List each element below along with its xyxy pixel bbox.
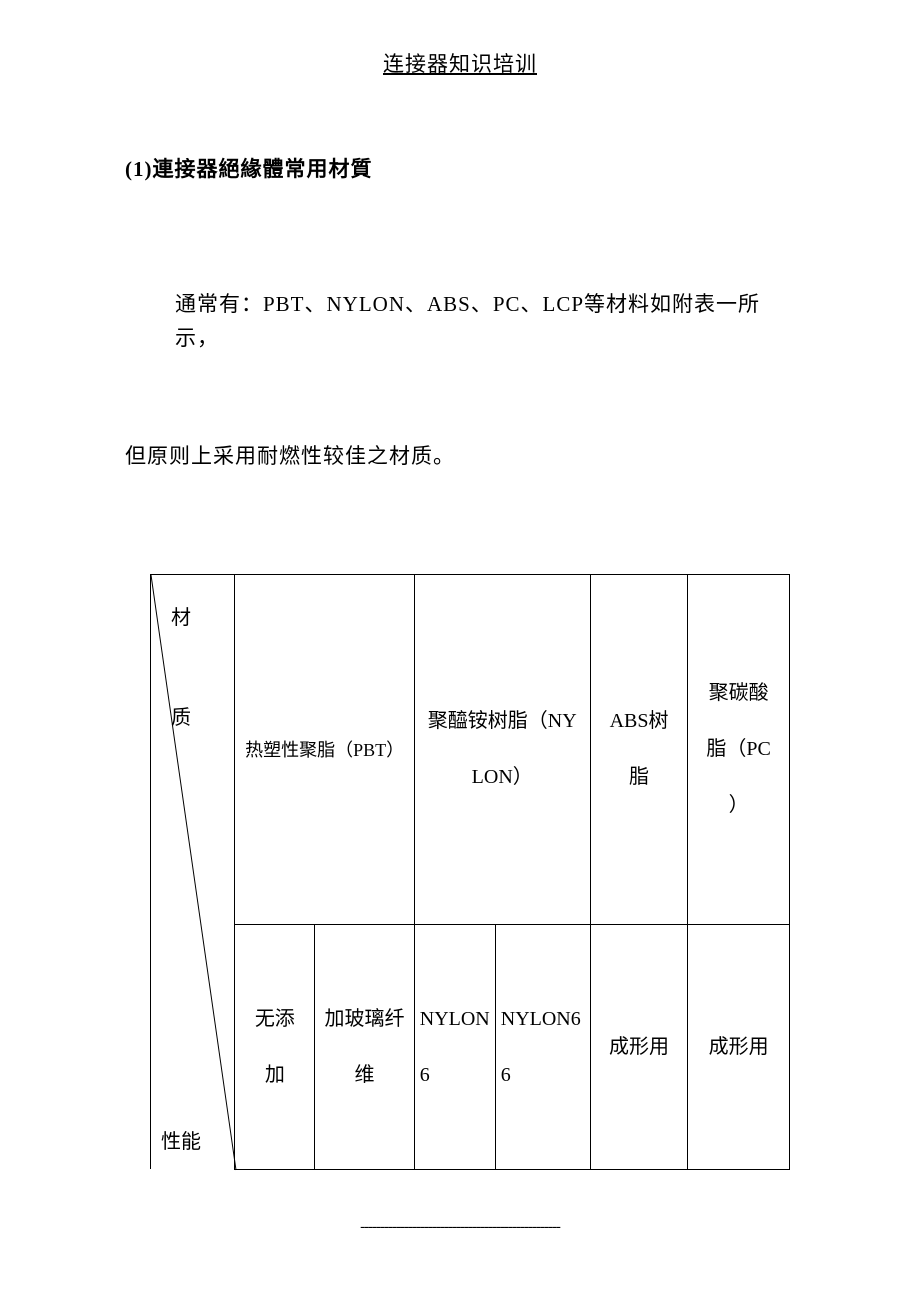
materials-table-wrap: 材质 性能 热塑性聚脂（PBT） 聚醯铵树脂（NYLON） ABS树脂 聚碳酸脂… [0,474,920,1170]
page-header: 连接器知识培训 [0,0,920,78]
diagonal-header-cell: 材质 性能 [151,574,235,1169]
header-pc: 聚碳酸脂（PC） [688,574,790,924]
header-abs: ABS树脂 [590,574,688,924]
paragraph-1: 通常有：PBT、NYLON、ABS、PC、LCP等材料如附表一所示， [0,183,920,355]
sub-nylon66: NYLON66 [495,924,590,1169]
header-nylon: 聚醯铵树脂（NYLON） [414,574,590,924]
diagonal-line [151,575,236,1170]
sub-pbt-glass: 加玻璃纤维 [315,924,415,1169]
section-title: (1)連接器絕緣體常用材質 [0,78,920,183]
materials-table: 材质 性能 热塑性聚脂（PBT） 聚醯铵树脂（NYLON） ABS树脂 聚碳酸脂… [150,574,790,1170]
footer-separator: ----------------------------------------… [0,1219,920,1236]
paragraph-2: 但原则上采用耐燃性较佳之材质。 [0,355,920,474]
sub-pbt-plain: 无添加 [235,924,315,1169]
diag-label-property: 性能 [161,1125,201,1154]
sub-nylon6: NYLON6 [414,924,495,1169]
sub-abs-form: 成形用 [590,924,688,1169]
diag-label-material: 材质 [171,593,191,743]
sub-pc-form: 成形用 [688,924,790,1169]
header-pbt: 热塑性聚脂（PBT） [235,574,414,924]
